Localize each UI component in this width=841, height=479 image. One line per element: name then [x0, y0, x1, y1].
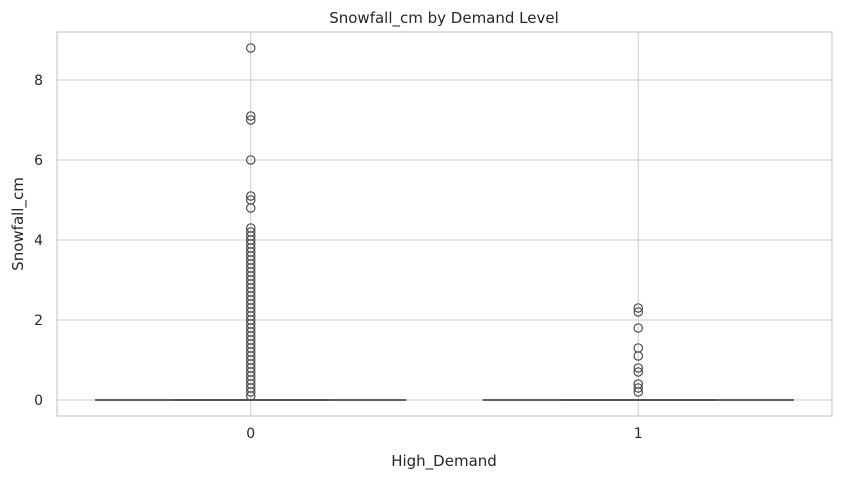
box-1	[482, 303, 794, 401]
grid-lines	[57, 32, 832, 416]
outlier-point	[245, 227, 256, 237]
box-plots	[95, 43, 794, 401]
x-tick-label: 1	[634, 426, 643, 442]
y-axis-label: Snowfall_cm	[9, 177, 28, 271]
chart-title: Snowfall_cm by Demand Level	[329, 9, 559, 28]
outlier-point	[245, 111, 256, 121]
outlier-point	[245, 191, 256, 201]
outlier-point	[633, 379, 644, 389]
y-axis-ticks: 0 2 4 6 8	[34, 73, 43, 409]
outlier-point	[633, 303, 644, 313]
outlier-point	[633, 367, 644, 377]
x-tick-label: 0	[246, 426, 255, 442]
box-0	[95, 43, 407, 401]
outlier-point	[245, 195, 256, 205]
outlier-point	[245, 223, 256, 233]
outlier-point	[633, 363, 644, 373]
outlier-point	[633, 323, 644, 333]
y-tick-label: 6	[34, 153, 43, 169]
outlier-point	[245, 43, 256, 53]
plot-frame	[56, 31, 833, 417]
outlier-point	[245, 155, 256, 165]
outlier-point	[633, 343, 644, 353]
outlier-point	[633, 307, 644, 317]
y-tick-label: 8	[34, 73, 43, 89]
x-axis-label: High_Demand	[391, 452, 497, 471]
outlier-point	[245, 115, 256, 125]
outlier-point	[633, 383, 644, 393]
y-tick-label: 0	[34, 393, 43, 409]
y-tick-label: 4	[34, 233, 43, 249]
y-tick-label: 2	[34, 313, 43, 329]
